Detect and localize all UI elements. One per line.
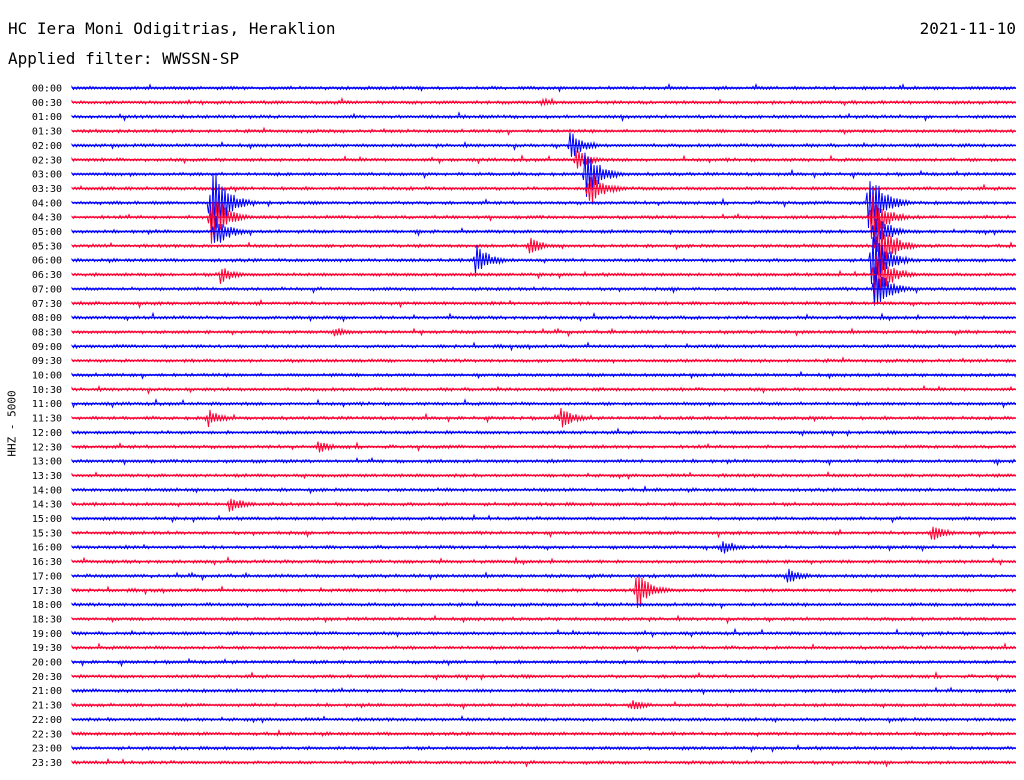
time-label-0630: 06:30 xyxy=(32,270,62,281)
time-label-2130: 21:30 xyxy=(32,701,62,712)
trace-row-0700 xyxy=(71,266,1016,306)
time-label-1930: 19:30 xyxy=(32,643,62,654)
time-label-1100: 11:00 xyxy=(32,399,62,410)
time-label-1730: 17:30 xyxy=(32,586,62,597)
trace-row-2200 xyxy=(71,715,1016,724)
time-label-1330: 13:30 xyxy=(32,471,62,482)
trace-row-1400 xyxy=(71,484,1016,495)
time-label-1830: 18:30 xyxy=(32,614,62,625)
trace-row-1800 xyxy=(71,600,1016,610)
trace-row-2000 xyxy=(71,657,1016,668)
trace-row-1500 xyxy=(71,513,1016,524)
time-label-1030: 10:30 xyxy=(32,385,62,396)
trace-row-0500 xyxy=(71,216,1016,249)
time-label-0900: 09:00 xyxy=(32,342,62,353)
trace-row-1630 xyxy=(71,555,1016,567)
trace-row-0830 xyxy=(71,327,1016,338)
trace-row-0230 xyxy=(71,150,1016,169)
trace-row-0300 xyxy=(71,152,1016,197)
trace-group xyxy=(71,82,1016,768)
trace-row-0900 xyxy=(71,341,1016,352)
time-label-0700: 07:00 xyxy=(32,284,62,295)
time-label-0600: 06:00 xyxy=(32,256,62,267)
trace-row-1700 xyxy=(71,568,1016,583)
trace-row-1230 xyxy=(71,441,1016,453)
time-label-0500: 05:00 xyxy=(32,227,62,238)
time-label-group: 00:00 00:30 01:00 01:30 02:00 02:30 03:00 03:30… xyxy=(32,84,62,769)
time-label-1900: 19:00 xyxy=(32,629,62,640)
trace-row-0730 xyxy=(71,298,1016,309)
trace-row-0330 xyxy=(71,174,1016,203)
trace-row-2300 xyxy=(71,743,1016,753)
time-label-1630: 16:30 xyxy=(32,557,62,568)
trace-row-0630 xyxy=(71,255,1016,301)
time-label-1200: 12:00 xyxy=(32,428,62,439)
time-label-1530: 15:30 xyxy=(32,528,62,539)
time-label-0300: 03:00 xyxy=(32,170,62,181)
trace-row-1530 xyxy=(71,526,1016,540)
trace-row-0030 xyxy=(71,97,1016,107)
time-label-2030: 20:30 xyxy=(32,672,62,683)
time-label-0430: 04:30 xyxy=(32,213,62,224)
time-label-1230: 12:30 xyxy=(32,442,62,453)
time-label-1700: 17:00 xyxy=(32,571,62,582)
trace-row-0100 xyxy=(71,111,1016,123)
filter-label: Applied filter: WWSSN-SP xyxy=(8,49,240,68)
time-label-0330: 03:30 xyxy=(32,184,62,195)
time-label-1130: 11:30 xyxy=(32,414,62,425)
time-label-0930: 09:30 xyxy=(32,356,62,367)
time-label-2230: 22:30 xyxy=(32,729,62,740)
time-label-2000: 20:00 xyxy=(32,658,62,669)
trace-row-1200 xyxy=(71,427,1016,438)
time-label-0130: 01:30 xyxy=(32,127,62,138)
time-label-0230: 02:30 xyxy=(32,155,62,166)
time-label-1000: 10:00 xyxy=(32,371,62,382)
trace-row-2330 xyxy=(71,757,1016,768)
time-label-1500: 15:00 xyxy=(32,514,62,525)
trace-row-2030 xyxy=(71,670,1016,682)
trace-row-1300 xyxy=(71,456,1016,467)
time-label-2200: 22:00 xyxy=(32,715,62,726)
time-label-0400: 04:00 xyxy=(32,198,62,209)
time-label-1600: 16:00 xyxy=(32,543,62,554)
time-label-1400: 14:00 xyxy=(32,485,62,496)
time-label-0530: 05:30 xyxy=(32,241,62,252)
date-label: 2021-11-10 xyxy=(919,19,1016,38)
time-label-0730: 07:30 xyxy=(32,299,62,310)
time-label-0830: 08:30 xyxy=(32,327,62,338)
trace-row-1000 xyxy=(71,370,1016,380)
time-label-2300: 23:00 xyxy=(32,744,62,755)
trace-row-0430 xyxy=(71,194,1016,244)
time-label-0200: 02:00 xyxy=(32,141,62,152)
time-label-1430: 14:30 xyxy=(32,500,62,511)
time-label-0030: 00:30 xyxy=(32,98,62,109)
trace-row-0930 xyxy=(71,356,1016,364)
time-label-1800: 18:00 xyxy=(32,600,62,611)
trace-row-0530 xyxy=(71,216,1016,271)
trace-row-1430 xyxy=(71,498,1016,512)
trace-row-2100 xyxy=(71,686,1016,696)
time-label-0100: 01:00 xyxy=(32,112,62,123)
trace-row-0200 xyxy=(71,132,1016,157)
trace-row-1730 xyxy=(71,576,1016,609)
time-label-0800: 08:00 xyxy=(32,313,62,324)
time-label-0000: 00:00 xyxy=(32,84,62,95)
station-title: HC Iera Moni Odigitrias, Heraklion xyxy=(8,19,336,38)
trace-row-1030 xyxy=(71,384,1016,395)
time-label-1300: 13:00 xyxy=(32,457,62,468)
time-label-2100: 21:00 xyxy=(32,686,62,697)
time-label-2330: 23:30 xyxy=(32,758,62,769)
